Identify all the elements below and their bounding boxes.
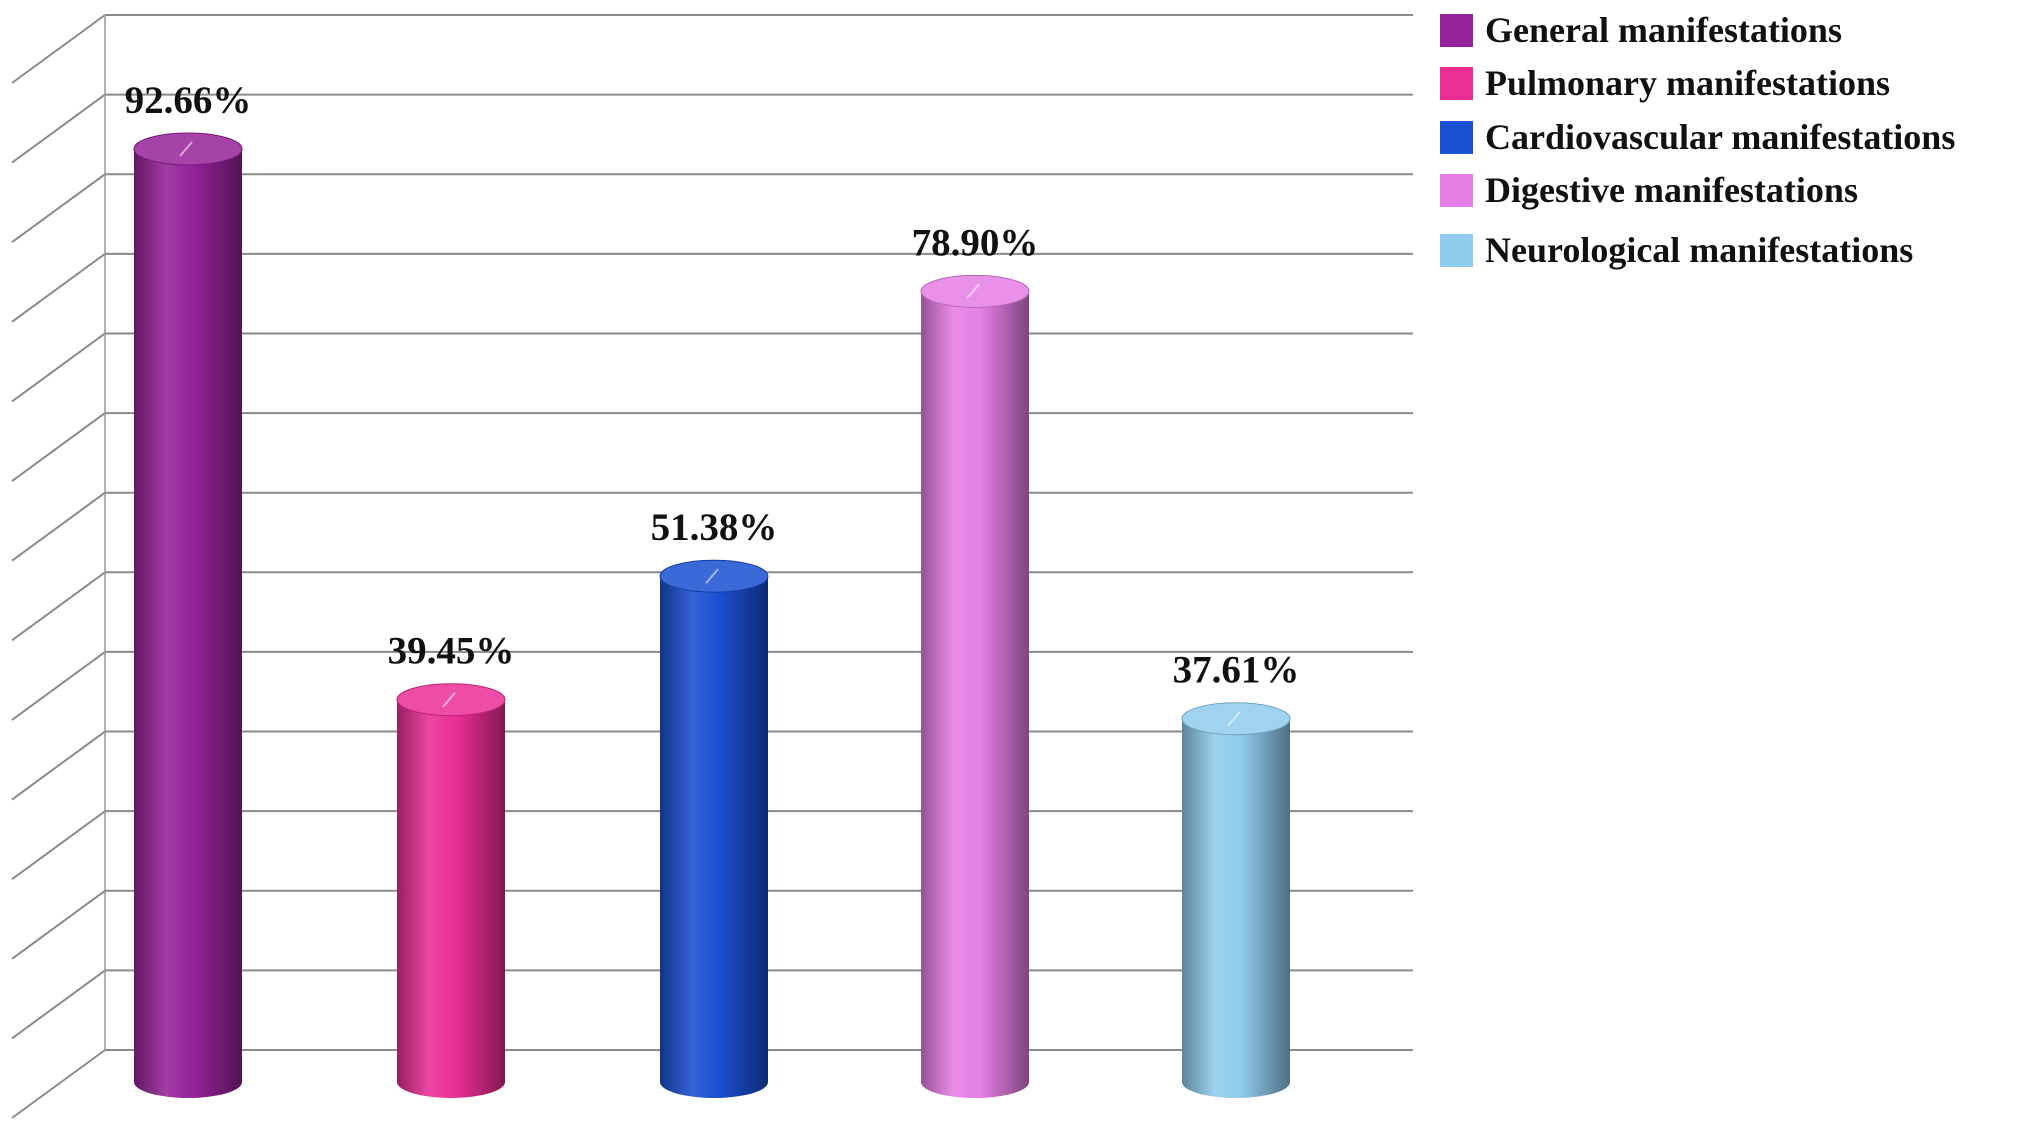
bar-5 — [1181, 702, 1291, 1098]
bar-top-highlight — [705, 568, 719, 584]
bar-body — [397, 699, 505, 1098]
gridline-side — [11, 969, 106, 1040]
bar-3 — [659, 559, 769, 1098]
legend-label: Pulmonary manifestations — [1485, 63, 1890, 103]
bar-top — [133, 132, 243, 166]
gridline-side — [11, 1049, 106, 1119]
bar-4 — [920, 274, 1030, 1098]
gridline-side — [11, 889, 106, 960]
bar-top-highlight — [966, 283, 980, 300]
legend-swatch — [1440, 174, 1473, 207]
bar-1 — [133, 132, 243, 1098]
legend-item: Pulmonary manifestations — [1440, 63, 1890, 103]
gridline-side — [11, 412, 106, 482]
bar-top — [920, 274, 1030, 308]
legend-swatch — [1440, 14, 1473, 47]
legend-swatch — [1440, 234, 1473, 267]
gridline-side — [11, 253, 106, 323]
bar-top — [396, 683, 506, 717]
data-label: 92.66% — [125, 79, 252, 122]
legend-item: General manifestations — [1440, 10, 1842, 50]
legend-label: Neurological manifestations — [1485, 230, 1913, 270]
bar-body — [921, 291, 1029, 1098]
gridline-side — [11, 571, 106, 642]
legend-item: Cardiovascular manifestations — [1440, 117, 1955, 157]
bar-top-highlight — [179, 141, 193, 157]
gridline-side — [11, 93, 106, 164]
bars — [133, 132, 1291, 1098]
legend-label: Digestive manifestations — [1485, 170, 1858, 210]
legend-swatch — [1440, 121, 1473, 154]
gridline-side — [11, 810, 106, 880]
data-label: 78.90% — [912, 221, 1039, 264]
bar-top — [659, 559, 769, 593]
data-label: 37.61% — [1173, 649, 1300, 692]
gridline-side — [11, 491, 106, 562]
gridline-side — [11, 651, 106, 721]
gridline-side — [11, 173, 106, 244]
gridline-side — [11, 14, 106, 84]
legend-swatch — [1440, 67, 1473, 100]
bar-top-highlight — [442, 692, 456, 708]
legend-item: Neurological manifestations — [1440, 230, 1913, 270]
gridline-side — [11, 730, 106, 801]
gridline-side — [11, 332, 106, 403]
bar-top-highlight — [1227, 711, 1241, 727]
bar-top — [1181, 702, 1291, 736]
bar-body — [1182, 718, 1290, 1098]
legend-label: Cardiovascular manifestations — [1485, 117, 1955, 157]
bar-body — [134, 148, 242, 1098]
data-label: 39.45% — [388, 630, 515, 673]
legend-item: Digestive manifestations — [1440, 170, 1858, 210]
bar-body — [660, 576, 768, 1098]
data-label: 51.38% — [651, 506, 778, 549]
bar-2 — [396, 683, 506, 1098]
data-labels: 92.66% 39.45% 51.38% 78.90% 37.61% — [125, 79, 1300, 692]
legend-label: General manifestations — [1485, 10, 1842, 50]
legend: General manifestations Pulmonary manifest… — [1440, 10, 1955, 270]
